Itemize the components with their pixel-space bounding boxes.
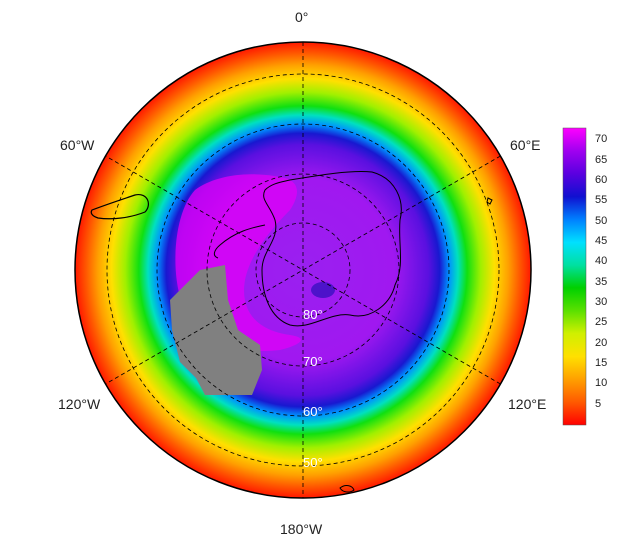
- lon-label-0: 0°: [295, 9, 309, 25]
- graticule: [105, 42, 501, 498]
- no-data-region: [170, 265, 262, 395]
- colorbar-tick-label: 25: [595, 316, 608, 329]
- south-america-coastline: [90, 193, 149, 220]
- lon-label-60w: 60°W: [60, 137, 95, 153]
- latitude-circle: [106, 73, 500, 467]
- colorbar-tick-label: 30: [595, 295, 608, 308]
- latitude-circle: [156, 123, 450, 417]
- lon-label-120e: 120°E: [508, 396, 547, 412]
- lon-label-60e: 60°E: [510, 137, 541, 153]
- lon-label-180w: 180°W: [280, 521, 323, 537]
- lat-label-60: 60°: [303, 404, 323, 419]
- lat-label-70: 70°: [303, 354, 323, 369]
- colorbar-tick-label: 45: [595, 234, 608, 247]
- colorbar-tick-label: 15: [595, 356, 608, 369]
- antarctic-peninsula: [213, 224, 266, 259]
- antarctica-coastline: [261, 171, 402, 327]
- colorbar-tick-label: 70: [595, 133, 608, 146]
- lat-label-50: 50°: [303, 455, 323, 470]
- island-kerguelen: [486, 197, 493, 205]
- colorbar-tick-label: 10: [595, 377, 608, 390]
- lat-label-80: 80°: [303, 307, 323, 322]
- colorbar-tick-label: 20: [595, 336, 608, 349]
- colorbar-tick-label: 55: [595, 194, 608, 207]
- low-spot: [311, 282, 335, 298]
- colorbar-tick-label: 35: [595, 275, 608, 288]
- colorbar-gradient: [562, 127, 587, 426]
- colorbar-tick-label: 5: [595, 397, 602, 410]
- island-new-zealand: [339, 485, 355, 493]
- lon-label-120w: 120°W: [58, 396, 101, 412]
- meridian-line: [105, 155, 501, 385]
- colorbar-tick-label: 40: [595, 255, 608, 268]
- colorbar: [562, 127, 587, 426]
- colorbar-tick-label: 65: [595, 153, 608, 166]
- map-outline: [74, 41, 532, 499]
- colorbar-tick-label: 50: [595, 214, 608, 227]
- colorbar-tick-label: 60: [595, 173, 608, 186]
